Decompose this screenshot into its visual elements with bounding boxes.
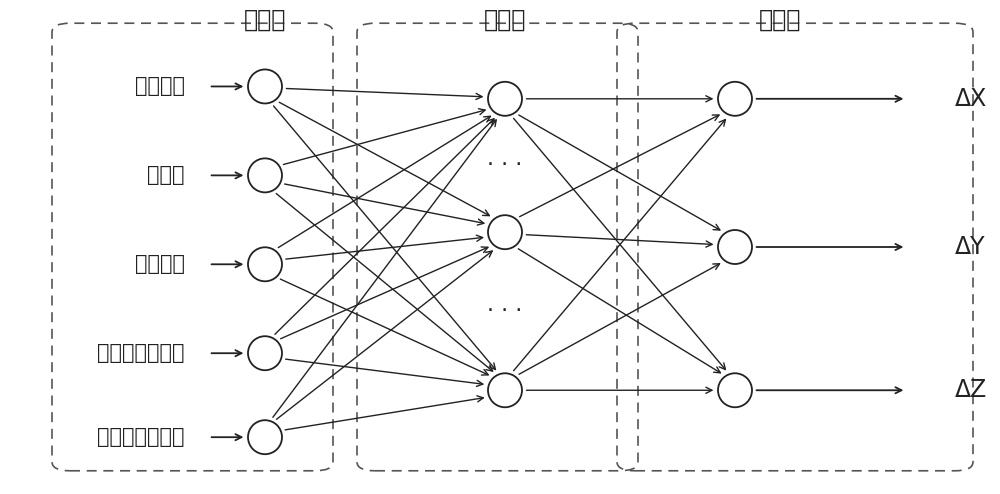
Text: 单元位置（列）: 单元位置（列） [98, 427, 185, 447]
Text: · · ·: · · · [487, 301, 523, 321]
Ellipse shape [488, 82, 522, 116]
Text: ΔX: ΔX [955, 87, 987, 111]
Ellipse shape [488, 373, 522, 407]
Text: 单元位置（行）: 单元位置（行） [98, 343, 185, 363]
Ellipse shape [718, 82, 752, 116]
Text: 输入层: 输入层 [244, 8, 286, 32]
Ellipse shape [488, 215, 522, 249]
Ellipse shape [718, 373, 752, 407]
Text: ΔY: ΔY [955, 235, 986, 259]
Text: 输出层: 输出层 [759, 8, 801, 32]
Text: 隐藏层: 隐藏层 [484, 8, 526, 32]
Text: 重力载荷: 重力载荷 [135, 77, 185, 96]
Text: 风载荷: 风载荷 [148, 165, 185, 185]
Ellipse shape [248, 159, 282, 192]
Ellipse shape [248, 420, 282, 454]
Ellipse shape [718, 230, 752, 264]
Text: · · ·: · · · [487, 156, 523, 175]
Text: ΔZ: ΔZ [955, 378, 987, 402]
Ellipse shape [248, 247, 282, 281]
Text: 温度载荷: 温度载荷 [135, 254, 185, 274]
Ellipse shape [248, 70, 282, 103]
Ellipse shape [248, 336, 282, 370]
